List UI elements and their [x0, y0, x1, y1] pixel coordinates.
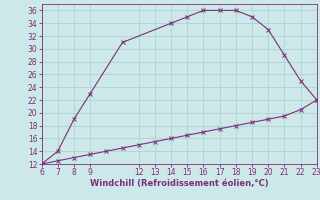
X-axis label: Windchill (Refroidissement éolien,°C): Windchill (Refroidissement éolien,°C): [90, 179, 268, 188]
